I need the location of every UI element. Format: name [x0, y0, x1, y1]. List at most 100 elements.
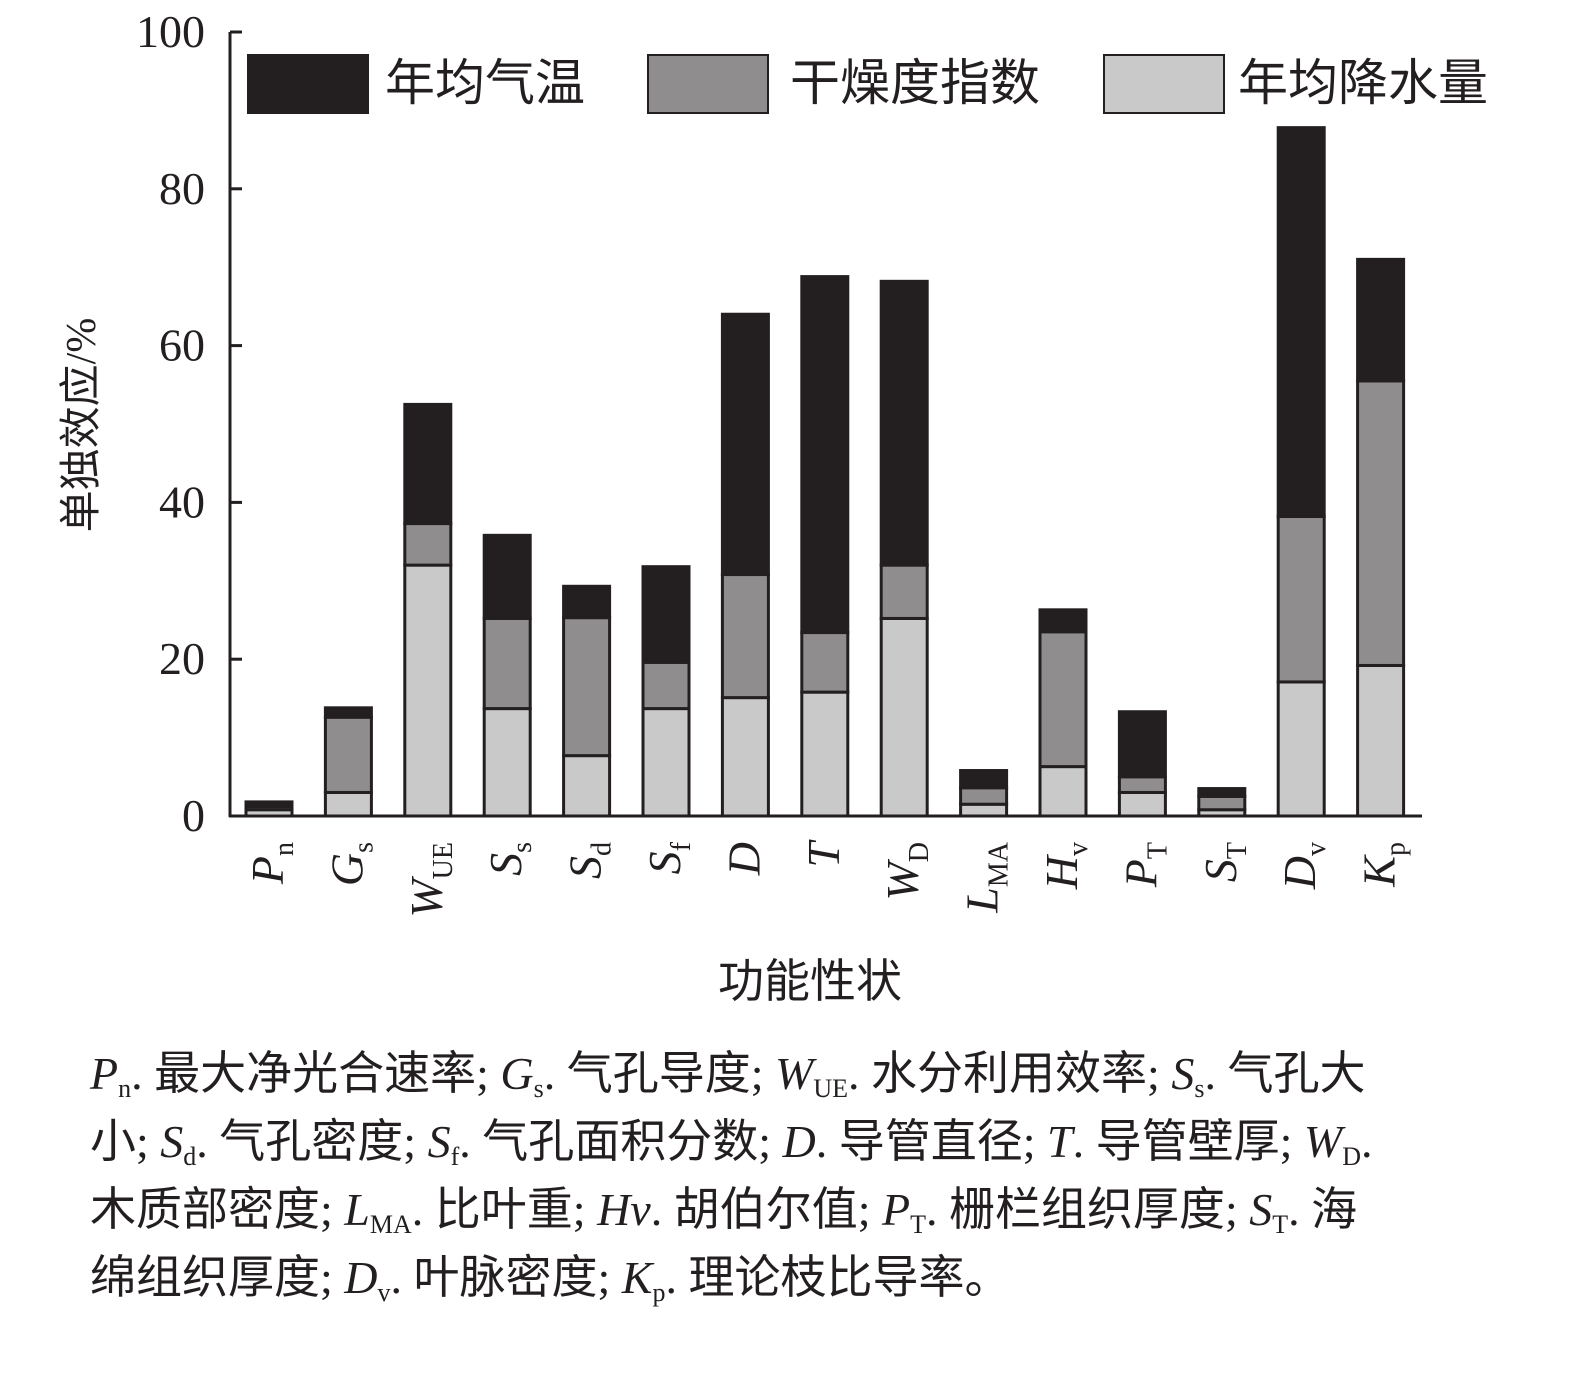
bar-segment-2-8 — [879, 279, 929, 567]
bar-segment-1-1 — [323, 715, 373, 794]
x-tick-main: S — [480, 853, 531, 876]
legend-label: 干燥度指数 — [790, 55, 1040, 111]
x-tick-sub: d — [587, 842, 618, 856]
bar-segment-1-8 — [879, 563, 929, 620]
bar-segment-0-7 — [800, 690, 850, 818]
x-tick-sub: D — [904, 842, 935, 862]
y-tick-label: 20 — [159, 633, 205, 684]
bar-segment-1-7 — [800, 631, 850, 694]
x-tick-main: W — [877, 859, 928, 901]
x-tick-sub: p — [1381, 842, 1412, 856]
caption-entry: ST. 海绵组织厚度; — [90, 1184, 1358, 1303]
x-tick-label: D — [718, 842, 769, 876]
x-tick-label: PT — [1115, 842, 1173, 888]
y-tick-label: 80 — [159, 163, 205, 214]
x-tick-sub: MA — [984, 841, 1015, 887]
bar-segment-0-3 — [482, 707, 532, 818]
y-tick-label: 100 — [136, 6, 205, 57]
bar-segment-2-12 — [1197, 787, 1247, 798]
bar-segment-1-11 — [1117, 775, 1167, 794]
bar-segment-2-4 — [562, 584, 612, 620]
x-axis-label: 功能性状 — [718, 956, 902, 1007]
legend-swatch — [1103, 54, 1225, 114]
bar-segment-1-9 — [959, 786, 1009, 806]
x-tick-label: LMA — [957, 841, 1015, 913]
bar-segment-1-5 — [641, 660, 691, 711]
x-tick-sub: v — [1063, 842, 1094, 856]
bar-segment-2-0 — [244, 800, 294, 809]
x-tick-label: Pn — [242, 842, 300, 885]
bar-segment-0-10 — [1038, 765, 1088, 818]
bar-segment-1-10 — [1038, 630, 1088, 769]
bar-segment-0-2 — [403, 563, 453, 818]
x-tick-sub: n — [269, 842, 300, 856]
bar-segment-1-6 — [720, 573, 770, 700]
bar-segment-2-14 — [1356, 257, 1406, 383]
bar-segment-0-1 — [323, 790, 373, 818]
y-tick-label: 40 — [159, 476, 205, 527]
y-axis-label: 单独效应/% — [58, 318, 105, 533]
x-tick-label: T — [798, 839, 849, 868]
x-tick-main: D — [1274, 856, 1325, 890]
x-tick-sub: s — [507, 842, 538, 853]
bar-segment-1-12 — [1197, 794, 1247, 812]
x-tick-main: S — [639, 851, 690, 874]
bar-segment-1-4 — [562, 616, 612, 758]
x-tick-label: WUE — [401, 842, 459, 918]
x-tick-main: L — [957, 887, 1008, 914]
legend-label: 年均气温 — [385, 55, 585, 111]
bar-segment-2-6 — [720, 312, 770, 577]
bar-segment-2-3 — [482, 533, 532, 620]
x-tick-label: Sf — [639, 841, 697, 874]
x-tick-sub: s — [348, 842, 379, 853]
x-tick-main: G — [321, 853, 372, 886]
caption-entry: Sd. 气孔密度; — [160, 1116, 428, 1171]
caption-entry: Gs. 气孔导度; — [500, 1048, 776, 1103]
caption-entry: LMA. 比叶重; — [344, 1184, 598, 1239]
x-tick-sub: T — [1222, 842, 1253, 859]
caption-entry: Hv. 胡伯尔值; — [597, 1184, 882, 1235]
figure-caption: Pn. 最大净光合速率; Gs. 气孔导度; WUE. 水分利用效率; Ss. … — [90, 1040, 1400, 1312]
caption-entry: Ss. 气孔大小; — [90, 1048, 1366, 1167]
x-tick-sub: v — [1301, 842, 1332, 856]
bar-segment-1-14 — [1356, 379, 1406, 667]
x-tick-label: Hv — [1036, 842, 1094, 890]
x-tick-main: D — [718, 842, 769, 876]
x-tick-label: Dv — [1274, 842, 1332, 890]
x-tick-main: P — [242, 856, 293, 885]
legend-swatch — [247, 54, 369, 114]
caption-entry: WUE. 水分利用效率; — [775, 1048, 1172, 1103]
bar-segment-2-11 — [1117, 710, 1167, 779]
bar-segment-0-6 — [720, 696, 770, 818]
x-tick-main: T — [798, 839, 849, 868]
bar-segment-0-14 — [1356, 663, 1406, 818]
x-tick-main: P — [1115, 859, 1166, 888]
x-tick-sub: f — [666, 841, 697, 851]
x-tick-label: Sd — [560, 842, 618, 879]
legend-label: 年均降水量 — [1238, 55, 1488, 111]
x-tick-sub: T — [1142, 842, 1173, 859]
x-tick-main: H — [1036, 853, 1087, 890]
caption-entry: T. 导管壁厚; — [1047, 1116, 1304, 1167]
y-tick-label: 0 — [182, 790, 205, 841]
bar-segment-0-9 — [959, 802, 1009, 818]
bar-segment-0-8 — [879, 616, 929, 818]
bar-segment-2-2 — [403, 402, 453, 526]
bar-segment-2-5 — [641, 565, 691, 664]
x-tick-main: W — [401, 876, 452, 918]
y-tick-label: 60 — [159, 320, 205, 371]
x-tick-main: K — [1354, 854, 1405, 888]
x-tick-main: S — [560, 856, 611, 879]
caption-entry: Kp. 理论枝比导率。 — [621, 1252, 1011, 1307]
bar-segment-1-3 — [482, 616, 532, 711]
x-tick-label: Kp — [1354, 842, 1412, 888]
bar-segment-2-9 — [959, 769, 1009, 790]
x-tick-sub: UE — [428, 842, 459, 879]
caption-entry: WD. 木质部密度; — [90, 1116, 1373, 1235]
caption-entry: Sf. 气孔面积分数; — [427, 1116, 783, 1171]
bar-segment-2-1 — [323, 706, 373, 719]
x-tick-label: Gs — [321, 842, 379, 886]
bar-segment-0-13 — [1276, 680, 1326, 818]
